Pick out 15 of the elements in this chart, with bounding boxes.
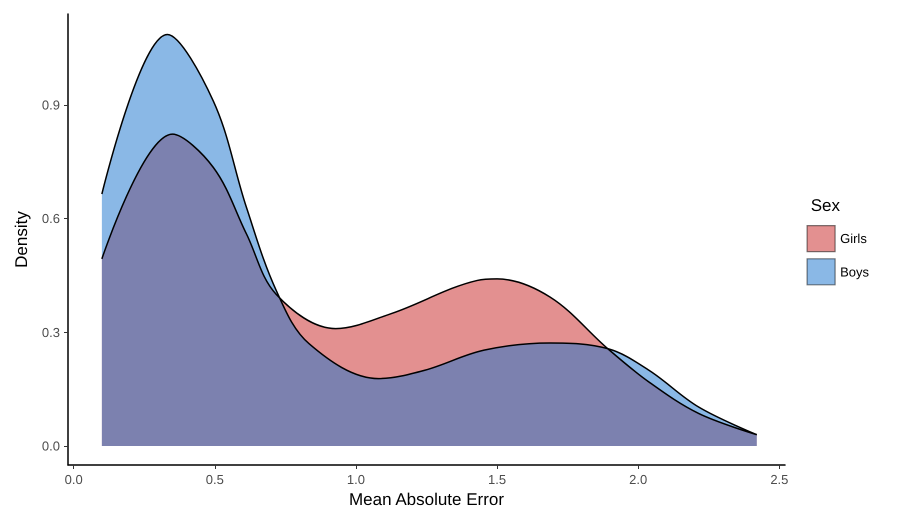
x-tick-label: 2.5 xyxy=(770,472,788,487)
legend-label: Boys xyxy=(840,264,870,280)
y-tick-label: 0.9 xyxy=(42,97,60,112)
legend-label: Girls xyxy=(840,231,868,246)
y-tick-label: 0.3 xyxy=(42,324,60,340)
y-tick-label: 0.0 xyxy=(42,438,60,454)
legend-title: Sex xyxy=(810,196,840,215)
x-tick-label: 1.0 xyxy=(346,472,365,487)
y-tick-label: 0.6 xyxy=(42,211,60,226)
y-axis-title: Density xyxy=(12,210,31,268)
x-tick-label: 1.5 xyxy=(488,472,506,487)
x-axis-title: Mean Absolute Error xyxy=(349,490,504,509)
x-tick-label: 0.5 xyxy=(206,472,224,487)
x-tick-label: 0.0 xyxy=(64,472,83,487)
x-tick-label: 2.0 xyxy=(629,472,648,487)
